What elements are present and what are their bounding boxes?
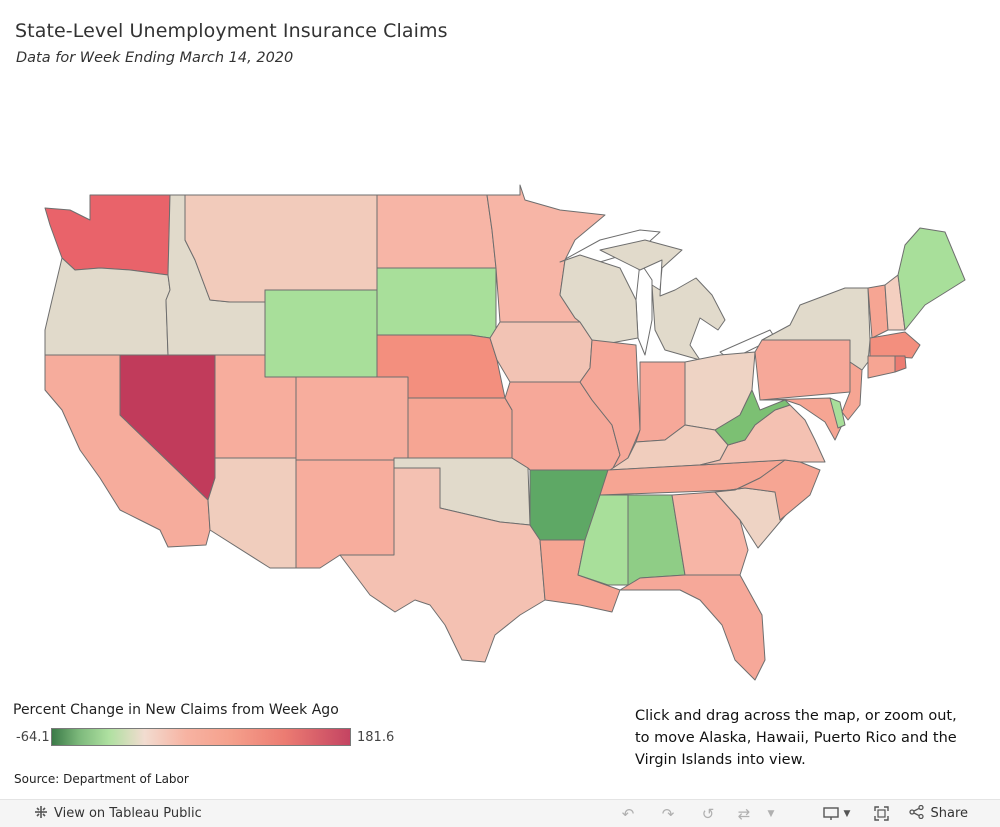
state-OR[interactable] [44, 257, 171, 356]
state-AZ[interactable] [207, 457, 297, 569]
redo-icon[interactable]: ↷ [661, 804, 675, 823]
state-NM[interactable] [295, 459, 395, 569]
refresh-dropdown-icon[interactable]: ▼ [767, 808, 775, 819]
lake-michigan [635, 261, 653, 356]
undo-icon[interactable]: ↶ [621, 804, 635, 823]
state-ND[interactable] [376, 194, 497, 269]
state-DE[interactable] [829, 397, 846, 429]
page-title: State-Level Unemployment Insurance Claim… [15, 20, 448, 42]
state-ME[interactable] [897, 227, 966, 331]
state-TX[interactable] [339, 467, 546, 663]
state-CT[interactable] [867, 355, 896, 379]
share-label: Share [930, 806, 968, 821]
page-subtitle: Data for Week Ending March 14, 2020 [16, 50, 294, 66]
state-IA[interactable] [489, 321, 593, 383]
state-MI[interactable] [599, 239, 726, 361]
state-VT[interactable] [867, 284, 889, 339]
source-note: Source: Department of Labor [14, 772, 189, 786]
share-icon [909, 804, 925, 823]
revert-icon[interactable]: ↺ [701, 804, 715, 823]
state-SD[interactable] [376, 267, 497, 339]
state-WY[interactable] [264, 289, 378, 378]
fullscreen-icon[interactable] [870, 800, 892, 827]
state-RI[interactable] [894, 355, 907, 373]
state-FL[interactable] [619, 574, 766, 681]
view-on-tableau-label: View on Tableau Public [54, 806, 202, 821]
share-button[interactable]: Share [909, 800, 968, 827]
state-NC[interactable] [714, 459, 821, 521]
download-dropdown-icon[interactable]: ▼ [843, 808, 851, 819]
tableau-toolbar: View on Tableau Public ↶ ↷ ↺ ⇄ ▼ ▼ Share [0, 799, 1000, 827]
state-KS[interactable] [407, 397, 513, 459]
state-PA[interactable] [754, 339, 856, 401]
legend-color-scale [51, 728, 351, 746]
legend-min-label: -64.1 [16, 730, 50, 745]
us-choropleth-map[interactable] [0, 0, 1000, 700]
state-IL[interactable] [579, 339, 641, 471]
state-MA[interactable] [869, 331, 921, 359]
legend-title: Percent Change in New Claims from Week A… [13, 702, 339, 718]
download-icon[interactable] [820, 800, 842, 827]
legend-max-label: 181.6 [357, 730, 395, 745]
state-MT[interactable] [184, 194, 378, 303]
map-instructions: Click and drag across the map, or zoom o… [635, 708, 957, 768]
refresh-icon[interactable]: ⇄ [737, 804, 751, 823]
state-CO[interactable] [295, 376, 409, 461]
tableau-logo-icon [34, 805, 48, 823]
view-on-tableau-link[interactable]: View on Tableau Public [34, 800, 202, 827]
